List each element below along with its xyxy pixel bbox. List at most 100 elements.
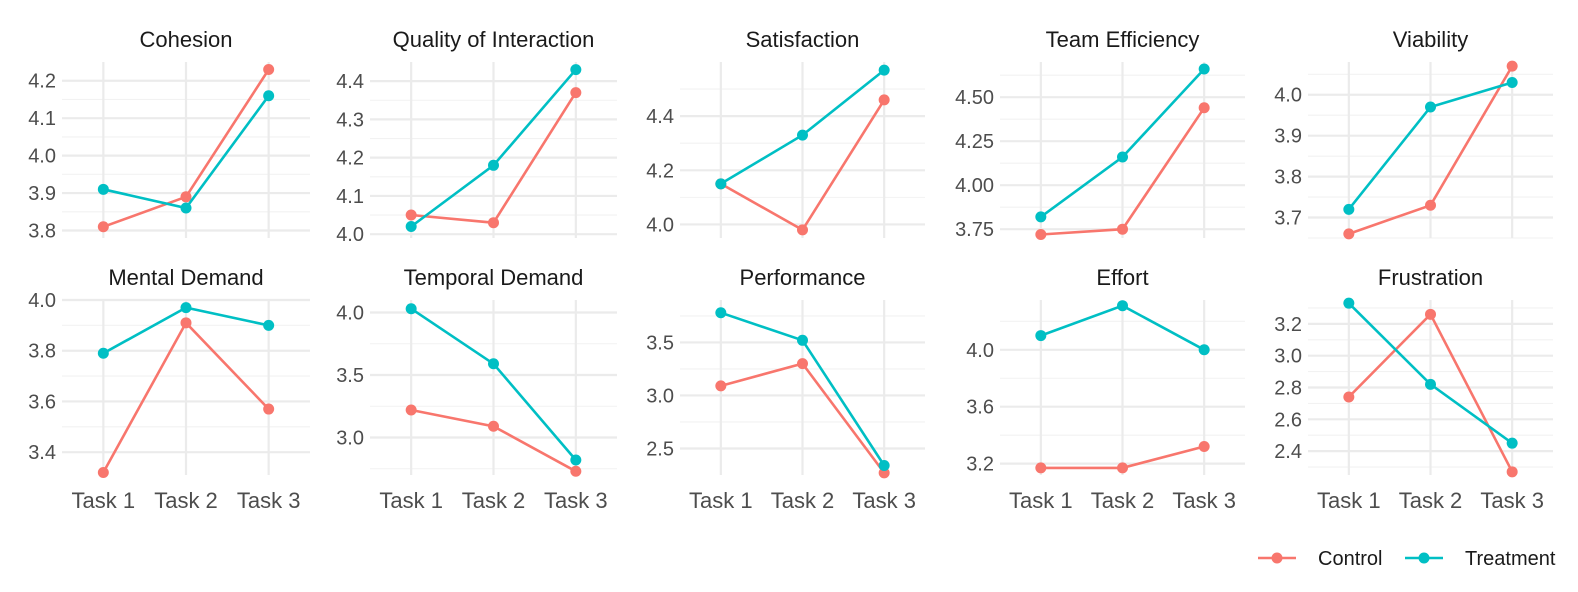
data-point-control xyxy=(1117,223,1128,235)
panel-quality-of-interaction: 4.0 4.1 4.2 4.3 4.4 Quality of Interaction xyxy=(336,27,617,246)
data-point-treatment xyxy=(97,347,109,359)
y-tick-label: 4.3 xyxy=(336,109,364,131)
data-point-treatment xyxy=(797,129,808,141)
data-point-treatment xyxy=(878,459,890,471)
data-point-control xyxy=(405,209,417,221)
panel-satisfaction: 4.0 4.2 4.4 Satisfaction xyxy=(646,27,925,238)
data-point-control xyxy=(570,465,582,477)
data-point-control xyxy=(405,404,417,416)
y-tick-label: 4.4 xyxy=(646,106,674,128)
y-tick-label: 2.5 xyxy=(646,438,674,460)
panel-title: Quality of Interaction xyxy=(393,27,595,52)
legend-label-treatment: Treatment xyxy=(1465,548,1556,570)
data-point-treatment xyxy=(1343,297,1355,309)
data-point-control xyxy=(1035,462,1047,474)
y-tick-label: 4.0 xyxy=(966,340,994,362)
data-point-treatment xyxy=(263,319,275,331)
data-point-control xyxy=(1506,466,1518,478)
data-point-treatment xyxy=(1198,63,1210,75)
panel-title: Viability xyxy=(1393,27,1468,52)
y-tick-label: 4.0 xyxy=(336,303,364,325)
y-tick-label: 2.4 xyxy=(1274,441,1302,463)
panel-title: Satisfaction xyxy=(746,27,860,52)
y-tick-label: 3.9 xyxy=(1274,126,1302,148)
y-tick-label: 4.00 xyxy=(955,175,994,197)
y-tick-label: 4.4 xyxy=(336,71,364,93)
data-point-control xyxy=(878,94,890,106)
y-tick-label: 3.8 xyxy=(28,221,56,243)
data-point-control xyxy=(180,317,192,329)
y-tick-label: 2.6 xyxy=(1274,409,1302,431)
data-point-treatment xyxy=(1506,76,1518,88)
x-tick-label: Task 2 xyxy=(1399,488,1463,513)
y-tick-label: 4.0 xyxy=(28,146,56,168)
y-tick-label: 4.2 xyxy=(28,71,56,93)
data-point-control xyxy=(797,358,808,370)
panel-frustration: 2.4 2.6 2.8 3.0 3.2 Frustration Task 1 Task 2 Ta… xyxy=(1274,265,1553,513)
data-point-treatment xyxy=(715,178,727,190)
y-tick-label: 3.2 xyxy=(966,454,994,476)
data-point-control xyxy=(1343,228,1355,240)
data-point-control xyxy=(488,217,499,229)
data-point-control xyxy=(1117,462,1128,474)
x-tick-label: Task 3 xyxy=(852,488,916,513)
panel-title: Cohesion xyxy=(140,27,233,52)
panel-temporal-demand: 3.0 3.5 4.0 Temporal Demand Task 1 Task 2 Task… xyxy=(336,265,617,513)
panel-title: Team Efficiency xyxy=(1046,27,1200,52)
x-tick-label: Task 3 xyxy=(544,488,608,513)
data-point-treatment xyxy=(715,307,727,319)
y-tick-label: 3.0 xyxy=(336,428,364,450)
data-point-control xyxy=(797,224,808,236)
x-tick-label: Task 2 xyxy=(462,488,526,513)
data-point-treatment xyxy=(1117,300,1128,312)
data-point-control xyxy=(97,221,109,233)
data-point-treatment xyxy=(1343,203,1355,215)
y-tick-label: 4.50 xyxy=(955,87,994,109)
y-tick-label: 3.75 xyxy=(955,219,994,241)
panel-mental-demand: 3.4 3.6 3.8 4.0 Mental Demand Task 1 Task 2 Tas… xyxy=(28,265,310,513)
panel-viability: 3.7 3.8 3.9 4.0 Viability xyxy=(1274,27,1553,240)
data-point-control xyxy=(180,191,192,203)
data-point-control xyxy=(570,87,582,99)
data-point-control xyxy=(488,420,499,432)
data-point-control xyxy=(263,403,275,415)
data-point-control xyxy=(1506,60,1518,72)
x-tick-label: Task 1 xyxy=(689,488,753,513)
y-tick-label: 3.6 xyxy=(28,391,56,413)
data-point-treatment xyxy=(97,183,109,195)
panel-title: Frustration xyxy=(1378,265,1483,290)
data-point-treatment xyxy=(180,202,192,214)
legend-key-point-treatment xyxy=(1418,552,1430,564)
data-point-treatment xyxy=(797,334,808,346)
y-tick-label: 3.5 xyxy=(646,332,674,354)
data-point-treatment xyxy=(1425,378,1436,390)
panel-effort: 3.2 3.6 4.0 Effort Task 1 Task 2 Task 3 xyxy=(966,265,1245,513)
y-tick-label: 4.0 xyxy=(1274,85,1302,107)
data-point-treatment xyxy=(180,302,192,314)
x-tick-label: Task 3 xyxy=(1480,488,1544,513)
panel-cohesion: 3.8 3.9 4.0 4.1 4.2 Cohesion xyxy=(28,27,310,243)
data-point-treatment xyxy=(405,303,417,315)
x-tick-label: Task 1 xyxy=(379,488,443,513)
y-tick-label: 3.8 xyxy=(1274,167,1302,189)
y-tick-label: 3.5 xyxy=(336,365,364,387)
x-tick-label: Task 2 xyxy=(154,488,218,513)
x-tick-label: Task 1 xyxy=(1009,488,1073,513)
data-point-control xyxy=(263,63,275,75)
data-point-treatment xyxy=(1425,101,1436,113)
data-point-control xyxy=(1425,308,1436,320)
legend: Control Treatment xyxy=(1258,548,1556,570)
data-point-treatment xyxy=(1506,437,1518,449)
data-point-treatment xyxy=(405,221,417,233)
y-tick-label: 4.1 xyxy=(28,108,56,130)
legend-key-point-control xyxy=(1271,552,1283,564)
data-point-control xyxy=(1198,102,1210,114)
data-point-treatment xyxy=(1198,344,1210,356)
panel-title: Temporal Demand xyxy=(404,265,584,290)
y-tick-label: 4.1 xyxy=(336,186,364,208)
data-point-control xyxy=(1198,441,1210,453)
y-tick-label: 3.6 xyxy=(966,397,994,419)
data-point-treatment xyxy=(570,454,582,466)
data-point-treatment xyxy=(488,358,499,370)
data-point-treatment xyxy=(1035,211,1047,223)
